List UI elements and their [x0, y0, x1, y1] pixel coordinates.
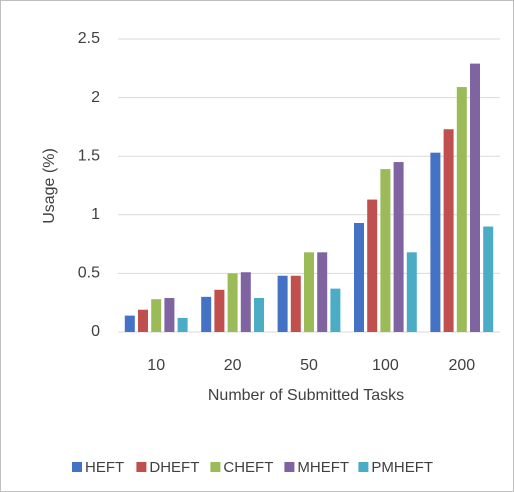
- bar: [304, 252, 314, 332]
- bar: [164, 298, 175, 332]
- y-tick-label: 1.5: [78, 147, 100, 164]
- y-tick-label: 0.5: [78, 265, 100, 282]
- bar: [290, 275, 301, 332]
- x-tick-label: 10: [147, 357, 165, 374]
- bar: [483, 226, 494, 332]
- bar: [124, 315, 135, 332]
- bar: [393, 162, 404, 332]
- bar: [380, 169, 391, 332]
- bar: [227, 273, 238, 332]
- y-tick-label: 1: [91, 206, 100, 223]
- bar: [240, 272, 251, 332]
- x-axis-label: Number of Submitted Tasks: [208, 387, 404, 404]
- bar: [330, 288, 341, 332]
- bar: [177, 317, 188, 332]
- x-tick-label: 200: [448, 357, 475, 374]
- x-tick-label: 20: [224, 357, 242, 374]
- legend-swatch: [136, 462, 147, 472]
- bar: [354, 223, 364, 332]
- bar: [367, 199, 378, 332]
- bar: [443, 129, 454, 332]
- bar: [430, 152, 441, 332]
- y-tick-label: 0: [91, 323, 100, 340]
- x-tick-label: 50: [300, 357, 318, 374]
- legend-label: CHEFT: [223, 459, 273, 476]
- y-tick-label: 2: [91, 89, 100, 106]
- bar: [254, 298, 264, 332]
- y-axis-label: Usage (%): [41, 148, 58, 224]
- legend-swatch: [358, 462, 369, 472]
- bar: [317, 252, 328, 332]
- bar: [214, 289, 225, 332]
- legend-label: PMHEFT: [371, 459, 433, 476]
- bar: [151, 299, 162, 332]
- bar: [201, 296, 212, 332]
- legend-label: HEFT: [85, 459, 124, 476]
- bar: [456, 87, 467, 332]
- legend-swatch: [284, 462, 295, 472]
- legend-swatch: [210, 462, 221, 472]
- legend-label: MHEFT: [297, 459, 349, 476]
- bar: [277, 275, 288, 332]
- legend-swatch: [72, 462, 82, 472]
- bar: [470, 63, 480, 332]
- legend-label: DHEFT: [149, 459, 199, 476]
- bar: [138, 309, 148, 332]
- y-tick-label: 2.5: [78, 30, 100, 47]
- bar: [406, 252, 417, 332]
- x-tick-label: 100: [372, 357, 399, 374]
